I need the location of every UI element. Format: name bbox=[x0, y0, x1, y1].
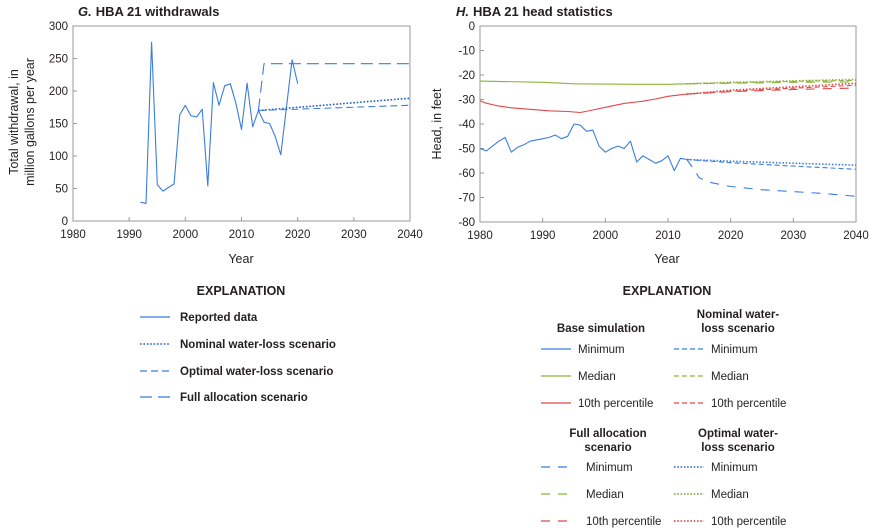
legend-label-optimal-p10: 10th percentile bbox=[711, 516, 786, 528]
legend-label-full: Full allocation scenario bbox=[180, 392, 308, 404]
panel-g-xtick-label: 2000 bbox=[173, 229, 199, 241]
panel-h-ylabel: Head, in feet bbox=[430, 88, 444, 159]
panel-g-legend-item-full: Full allocation scenario bbox=[140, 392, 308, 404]
panel-h-xtick-label: 2030 bbox=[781, 230, 807, 242]
legend-label-base-median: Median bbox=[578, 371, 616, 383]
panel-h-series bbox=[479, 78, 857, 197]
panel-g-ytick-label: 100 bbox=[49, 151, 68, 163]
series-h-short-dash-median bbox=[686, 79, 857, 85]
panel-g-ylabel-line2: million gallons per year bbox=[23, 58, 37, 186]
legend-label-optimal-minimum: Minimum bbox=[711, 462, 758, 474]
panel-g-legend-item-optimal: Optimal water-loss scenario bbox=[140, 366, 333, 378]
panel-h-frame bbox=[479, 25, 857, 223]
series-h-short-dash-minimum bbox=[686, 158, 857, 170]
panel-h-ytick-label: -80 bbox=[458, 217, 475, 229]
panel-g-ylabel-line1: Total withdrawal, in bbox=[7, 69, 21, 175]
series-h-short-dash-percentile10 bbox=[686, 84, 857, 95]
legend-label-optimal: Optimal water-loss scenario bbox=[180, 366, 333, 378]
panel-h-legend-title: EXPLANATION bbox=[623, 284, 712, 298]
panel-h-ytick-label: -10 bbox=[458, 46, 475, 58]
panel-g-xtick-label: 1990 bbox=[116, 229, 142, 241]
legend-label-full-median: Median bbox=[586, 489, 624, 501]
panel-h-ticks: 1980 1990 2000 2010 2020 2030 2040 0 -10 -20 -30 -4… bbox=[458, 21, 868, 242]
panel-g-legend-title: EXPLANATION bbox=[197, 284, 286, 298]
legend-group-optimal-title-line1: Optimal water- bbox=[698, 428, 778, 440]
panel-h-ytick-label: 0 bbox=[469, 21, 475, 33]
panel-h-xtick-label: 2020 bbox=[718, 230, 744, 242]
series-h-long-dash-median bbox=[686, 81, 857, 85]
legend-group-full-title-line2: scenario bbox=[584, 442, 631, 454]
panel-h-title: H. HBA 21 head statistics bbox=[456, 4, 613, 19]
panel-h-ytick-label: -40 bbox=[458, 119, 475, 131]
panel-g-ytick-label: 150 bbox=[49, 119, 68, 131]
panel-g-frame bbox=[72, 25, 411, 222]
panel-g-ytick-label: 250 bbox=[49, 54, 68, 66]
legend-label-base-minimum: Minimum bbox=[578, 344, 625, 356]
legend-label-reported: Reported data bbox=[180, 312, 258, 324]
panel-g-xtick-label: 2020 bbox=[285, 229, 311, 241]
legend-group-nominal-title-line2: loss scenario bbox=[701, 323, 775, 335]
panel-h: H. HBA 21 head statistics 1980 1990 2000 201… bbox=[430, 4, 869, 528]
legend-label-nominal-minimum: Minimum bbox=[711, 344, 758, 356]
panel-h-ytick-label: -20 bbox=[458, 70, 475, 82]
panel-h-xtick-label: 1980 bbox=[467, 230, 493, 242]
series-h-solid-median bbox=[479, 80, 687, 85]
panel-h-ytick-label: -70 bbox=[458, 193, 475, 205]
panel-g-xlabel: Year bbox=[228, 252, 253, 266]
panel-g-xtick-label: 2040 bbox=[397, 229, 423, 241]
panel-g-title: G. HBA 21 withdrawals bbox=[78, 4, 220, 19]
legend-label-nominal-median: Median bbox=[711, 371, 749, 383]
panel-h-xtick-label: 2040 bbox=[843, 230, 869, 242]
panel-h-xtick-label: 1990 bbox=[530, 230, 556, 242]
panel-g-xtick-label: 2010 bbox=[229, 229, 255, 241]
panel-g-legend-item-reported: Reported data bbox=[140, 312, 258, 324]
panel-h-xtick-label: 2000 bbox=[593, 230, 619, 242]
legend-label-full-p10: 10th percentile bbox=[586, 516, 661, 528]
legend-group-full-title-line1: Full allocation bbox=[569, 428, 646, 440]
panel-g-xtick-label: 2030 bbox=[341, 229, 367, 241]
panel-h-xtick-label: 2010 bbox=[655, 230, 681, 242]
series-h-long-dash-percentile10 bbox=[686, 87, 857, 95]
panel-h-ytick-label: -60 bbox=[458, 168, 475, 180]
series-full bbox=[257, 63, 410, 111]
legend-label-full-minimum: Minimum bbox=[586, 462, 633, 474]
legend-label-nominal-p10: 10th percentile bbox=[711, 398, 786, 410]
series-h-dotted-minimum bbox=[686, 158, 857, 166]
panel-g-ticks: 1980 1990 2000 2010 2020 2030 2040 0 50 100 150 200… bbox=[49, 21, 423, 241]
series-reported bbox=[140, 41, 299, 204]
legend-label-base-p10: 10th percentile bbox=[578, 398, 653, 410]
panel-g-ytick-label: 300 bbox=[49, 21, 68, 33]
panel-g-ytick-label: 50 bbox=[55, 184, 68, 196]
legend-group-base-title: Base simulation bbox=[557, 323, 645, 335]
panel-g-xtick-label: 1980 bbox=[60, 229, 86, 241]
panel-g-ytick-label: 200 bbox=[49, 86, 68, 98]
panel-h-ytick-label: -50 bbox=[458, 144, 475, 156]
series-h-solid-minimum bbox=[479, 123, 687, 172]
panel-g-ytick-label: 0 bbox=[62, 216, 68, 228]
series-optimal bbox=[258, 104, 411, 112]
series-h-long-dash-minimum bbox=[686, 159, 857, 197]
legend-group-nominal-title-line1: Nominal water- bbox=[697, 309, 780, 321]
panel-g-series bbox=[140, 41, 411, 204]
legend-label-nominal: Nominal water-loss scenario bbox=[180, 339, 336, 351]
series-h-solid-percentile10 bbox=[479, 93, 687, 114]
panel-h-xlabel: Year bbox=[654, 252, 679, 266]
panel-g-legend-item-nominal: Nominal water-loss scenario bbox=[140, 339, 336, 351]
panel-h-ytick-label: -30 bbox=[458, 95, 475, 107]
legend-label-optimal-median: Median bbox=[711, 489, 749, 501]
legend-group-optimal-title-line2: loss scenario bbox=[701, 442, 775, 454]
panel-g: G. HBA 21 withdrawals 1980 1990 2000 2010 202… bbox=[7, 4, 423, 404]
series-nominal bbox=[258, 97, 411, 112]
